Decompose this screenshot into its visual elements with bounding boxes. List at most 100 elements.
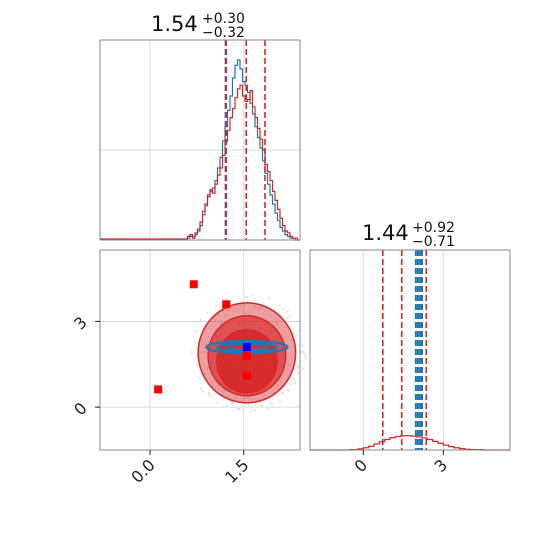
- hist-x-series-red: [186, 84, 300, 241]
- hist-y-title-minus: −0.71: [412, 234, 455, 250]
- scatter-2d-point-red-2: [154, 385, 163, 394]
- scatter-2d-sample: [292, 331, 295, 334]
- scatter-2d-xtick-label-0: 0.0: [127, 455, 158, 486]
- scatter-2d-sample: [199, 372, 202, 375]
- scatter-2d-sample: [232, 309, 235, 312]
- scatter-2d-sample: [254, 403, 257, 406]
- hist-x-title-median: 1.54: [151, 12, 198, 36]
- scatter-2d-sample: [208, 393, 211, 396]
- scatter-2d-sample: [249, 410, 252, 413]
- scatter-2d-sample: [193, 341, 196, 344]
- scatter-2d-ytick-label-1: 3: [70, 313, 91, 334]
- scatter-2d-sample: [286, 310, 289, 313]
- hist-x-title-minus: −0.32: [202, 25, 245, 41]
- scatter-2d-sample: [201, 351, 204, 354]
- scatter-2d-sample: [237, 408, 240, 411]
- scatter-2d-sample: [294, 381, 297, 384]
- scatter-2d-sample: [199, 318, 202, 321]
- scatter-2d-sample: [226, 405, 229, 408]
- scatter-2d-sample: [261, 404, 264, 407]
- scatter-2d-sample: [253, 410, 256, 413]
- hist-y-grid: [362, 250, 444, 450]
- scatter-2d-sample: [297, 372, 300, 375]
- scatter-2d-sample: [296, 366, 299, 369]
- scatter-2d-sample: [200, 387, 203, 390]
- scatter-2d-sample: [206, 367, 209, 370]
- hist-x-series-blue: [186, 59, 300, 241]
- scatter-2d-sample: [288, 389, 291, 392]
- scatter-2d-sample: [268, 400, 271, 403]
- scatter-2d-panel: 0.0 1.5 0 3: [70, 249, 307, 487]
- scatter-2d-sample: [278, 304, 281, 307]
- hist-x-panel: [99, 39, 301, 241]
- scatter-2d-sample: [230, 402, 233, 405]
- scatter-2d-sample: [216, 401, 219, 404]
- scatter-2d-contour-red-2: [216, 329, 278, 394]
- hist-y-series-red: [310, 435, 510, 451]
- scatter-2d-marks: [154, 280, 307, 413]
- scatter-2d-sample: [261, 405, 264, 408]
- scatter-2d-sample: [201, 379, 204, 382]
- scatter-2d-sample: [270, 403, 273, 406]
- scatter-2d-sample: [247, 403, 250, 406]
- scatter-2d-point-blue: [242, 343, 251, 352]
- scatter-2d-sample: [211, 384, 214, 387]
- scatter-2d-point-red-4: [242, 351, 251, 360]
- scatter-2d-sample: [295, 334, 298, 337]
- scatter-2d-sample: [225, 298, 228, 301]
- hist-y-title-plus: +0.92: [412, 220, 455, 236]
- scatter-2d-sample: [221, 398, 224, 401]
- scatter-2d-sample: [276, 323, 279, 326]
- scatter-2d-sample: [260, 306, 263, 309]
- scatter-2d-sample: [202, 343, 205, 346]
- scatter-2d-sample: [203, 373, 206, 376]
- scatter-2d-sample: [282, 372, 285, 375]
- scatter-2d-sample: [276, 388, 279, 391]
- scatter-2d-sample: [190, 351, 193, 354]
- hist-y-marks: [310, 250, 510, 451]
- scatter-2d-sample: [289, 384, 292, 387]
- scatter-2d-sample: [224, 313, 227, 316]
- scatter-2d-sample: [304, 357, 307, 360]
- scatter-2d-sample: [286, 389, 289, 392]
- scatter-2d-sample: [290, 338, 293, 341]
- hist-y-frame: [309, 249, 511, 451]
- scatter-2d-sample: [276, 321, 279, 324]
- scatter-2d-sample: [239, 304, 242, 307]
- scatter-2d-sample: [292, 327, 295, 330]
- scatter-2d-sample: [266, 407, 269, 410]
- scatter-2d-sample: [302, 367, 305, 370]
- scatter-2d-sample: [268, 297, 271, 300]
- hist-x-marks: [100, 40, 300, 241]
- scatter-2d-sample: [208, 395, 211, 398]
- scatter-2d-ytick-label-0: 0: [70, 399, 91, 420]
- scatter-2d-sample: [234, 397, 237, 400]
- scatter-2d-xtick-label-1: 1.5: [221, 455, 252, 486]
- hist-x-title-plus: +0.30: [202, 11, 245, 27]
- scatter-2d-sample: [249, 398, 252, 401]
- scatter-2d-sample: [222, 390, 225, 393]
- scatter-2d-sample: [301, 344, 304, 347]
- scatter-2d-sample: [257, 308, 260, 311]
- scatter-2d-sample: [212, 381, 215, 384]
- scatter-2d-frame: [99, 249, 301, 451]
- hist-x-frame: [99, 39, 301, 241]
- scatter-2d-sample: [282, 307, 285, 310]
- scatter-2d-sample: [251, 294, 254, 297]
- scatter-2d-sample: [291, 379, 294, 382]
- scatter-2d-sample: [279, 385, 282, 388]
- hist-y-xtick-label-1: 3: [431, 455, 452, 476]
- hist-x-title: 1.54 +0.30 −0.32: [151, 11, 245, 41]
- scatter-2d-sample: [300, 351, 303, 354]
- scatter-2d-sample: [247, 311, 250, 314]
- scatter-2d-sample: [232, 401, 235, 404]
- scatter-2d-sample: [252, 306, 255, 309]
- scatter-2d-sample: [204, 351, 207, 354]
- scatter-2d-sample: [198, 377, 201, 380]
- scatter-2d-sample: [257, 306, 260, 309]
- scatter-2d-sample: [227, 309, 230, 312]
- scatter-2d-sample: [279, 381, 282, 384]
